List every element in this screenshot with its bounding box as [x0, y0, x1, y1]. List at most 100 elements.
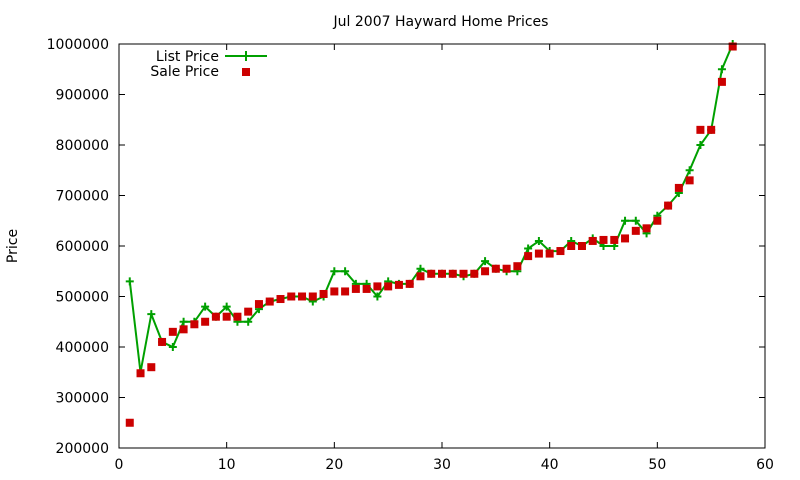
list-price-point	[631, 216, 640, 225]
sale-price-point	[448, 269, 457, 278]
y-tick-label: 200000	[56, 441, 109, 457]
list-price-point	[147, 310, 156, 319]
sale-price-point	[222, 312, 231, 321]
sale-price-point	[534, 249, 543, 258]
sale-price-point	[254, 300, 263, 309]
sale-price-point	[373, 282, 382, 291]
sale-price-point	[685, 176, 694, 185]
sale-price-point	[125, 418, 134, 427]
y-tick-label: 500000	[56, 290, 109, 306]
list-price-point	[330, 267, 339, 276]
sale-price-point	[545, 249, 554, 258]
sale-price-point	[362, 284, 371, 293]
list-price-point	[696, 141, 705, 149]
plot-area	[125, 40, 737, 427]
list-price-point	[179, 317, 188, 326]
sale-price-point	[179, 325, 188, 334]
sale-price-point	[276, 295, 285, 304]
y-tick-label: 400000	[56, 340, 109, 356]
sale-price-point	[438, 269, 446, 278]
list-price-point	[524, 244, 533, 253]
y-tick-label: 300000	[56, 391, 109, 407]
legend-label-sale-price: Sale Price	[150, 64, 219, 80]
sale-price-point	[588, 236, 597, 245]
x-tick-label: 40	[541, 457, 559, 473]
sale-price-point	[201, 317, 210, 326]
sale-price-point	[298, 292, 307, 301]
sale-price-point	[384, 282, 393, 291]
sale-price-point	[653, 216, 662, 225]
list-price-point	[717, 65, 726, 74]
sale-price-point	[416, 272, 425, 281]
y-tick-label: 600000	[56, 239, 109, 255]
y-tick-label: 800000	[56, 138, 109, 154]
sale-price-point	[556, 247, 565, 256]
list-price-point	[621, 216, 630, 225]
list-price-point	[685, 166, 694, 175]
sale-price-point	[513, 262, 522, 271]
sale-price-point	[351, 284, 360, 293]
sale-price-point	[233, 312, 242, 321]
x-tick-label: 30	[433, 457, 451, 473]
legend-marker-sale-price	[242, 68, 250, 76]
list-price-point	[222, 302, 231, 311]
x-tick-label: 10	[218, 457, 236, 473]
chart-title: Jul 2007 Hayward Home Prices	[333, 14, 549, 30]
sale-price-point	[524, 252, 533, 261]
list-price-line	[128, 43, 734, 373]
list-price-point	[125, 277, 134, 286]
sale-price-point	[158, 337, 167, 346]
x-tick-label: 50	[648, 457, 666, 473]
sale-price-point	[567, 242, 576, 250]
sale-price-point	[631, 226, 640, 235]
plot-frame	[118, 43, 766, 449]
sale-price-point	[211, 312, 220, 321]
y-tick-label: 700000	[56, 189, 109, 205]
axis-ticks: 0 10 20 30 40 50 60 200000 300000 400000 500000 600…	[47, 37, 774, 473]
sale-price-point	[319, 289, 328, 298]
sale-price-point	[470, 269, 479, 278]
sale-price-point	[308, 292, 317, 301]
sale-price-point	[394, 280, 403, 289]
sale-price-point	[707, 125, 716, 134]
list-price-point	[481, 257, 490, 266]
sale-price-point	[599, 235, 608, 244]
sale-price-point	[642, 224, 651, 233]
list-price-point	[244, 317, 253, 326]
list-price-point	[168, 343, 177, 351]
sale-price-point	[168, 327, 177, 336]
legend-label-list-price: List Price	[156, 49, 219, 65]
list-price-point	[534, 236, 543, 245]
sale-price-point	[481, 267, 490, 276]
sale-price-point	[405, 279, 414, 288]
list-price-point	[341, 267, 350, 276]
sale-price-point	[610, 235, 619, 244]
sale-price-point	[341, 287, 350, 296]
sale-price-point	[502, 264, 511, 273]
legend-marker-list-price	[241, 51, 251, 61]
sale-price-point	[330, 287, 339, 296]
legend: List Price Sale Price	[150, 49, 267, 80]
y-tick-label: 900000	[56, 88, 109, 104]
x-tick-label: 20	[325, 457, 343, 473]
sale-price-point	[577, 242, 586, 250]
sale-price-point	[621, 234, 630, 243]
list-price-point	[373, 292, 382, 301]
x-tick-label: 0	[115, 457, 124, 473]
sale-price-point	[491, 264, 500, 273]
sale-price-point	[136, 369, 145, 378]
sale-price-point	[244, 307, 253, 316]
sale-price-point	[674, 183, 683, 192]
sale-price-point	[717, 77, 726, 86]
sale-price-point	[459, 269, 468, 278]
x-tick-label: 60	[756, 457, 774, 473]
sale-price-point	[427, 269, 436, 278]
sale-price-point	[728, 42, 737, 51]
sale-price-point	[287, 292, 296, 301]
list-price-point	[416, 264, 425, 273]
y-tick-label: 1000000	[47, 37, 109, 53]
sale-price-point	[664, 201, 673, 210]
list-price-point	[201, 302, 210, 311]
sale-price-point	[696, 125, 705, 134]
